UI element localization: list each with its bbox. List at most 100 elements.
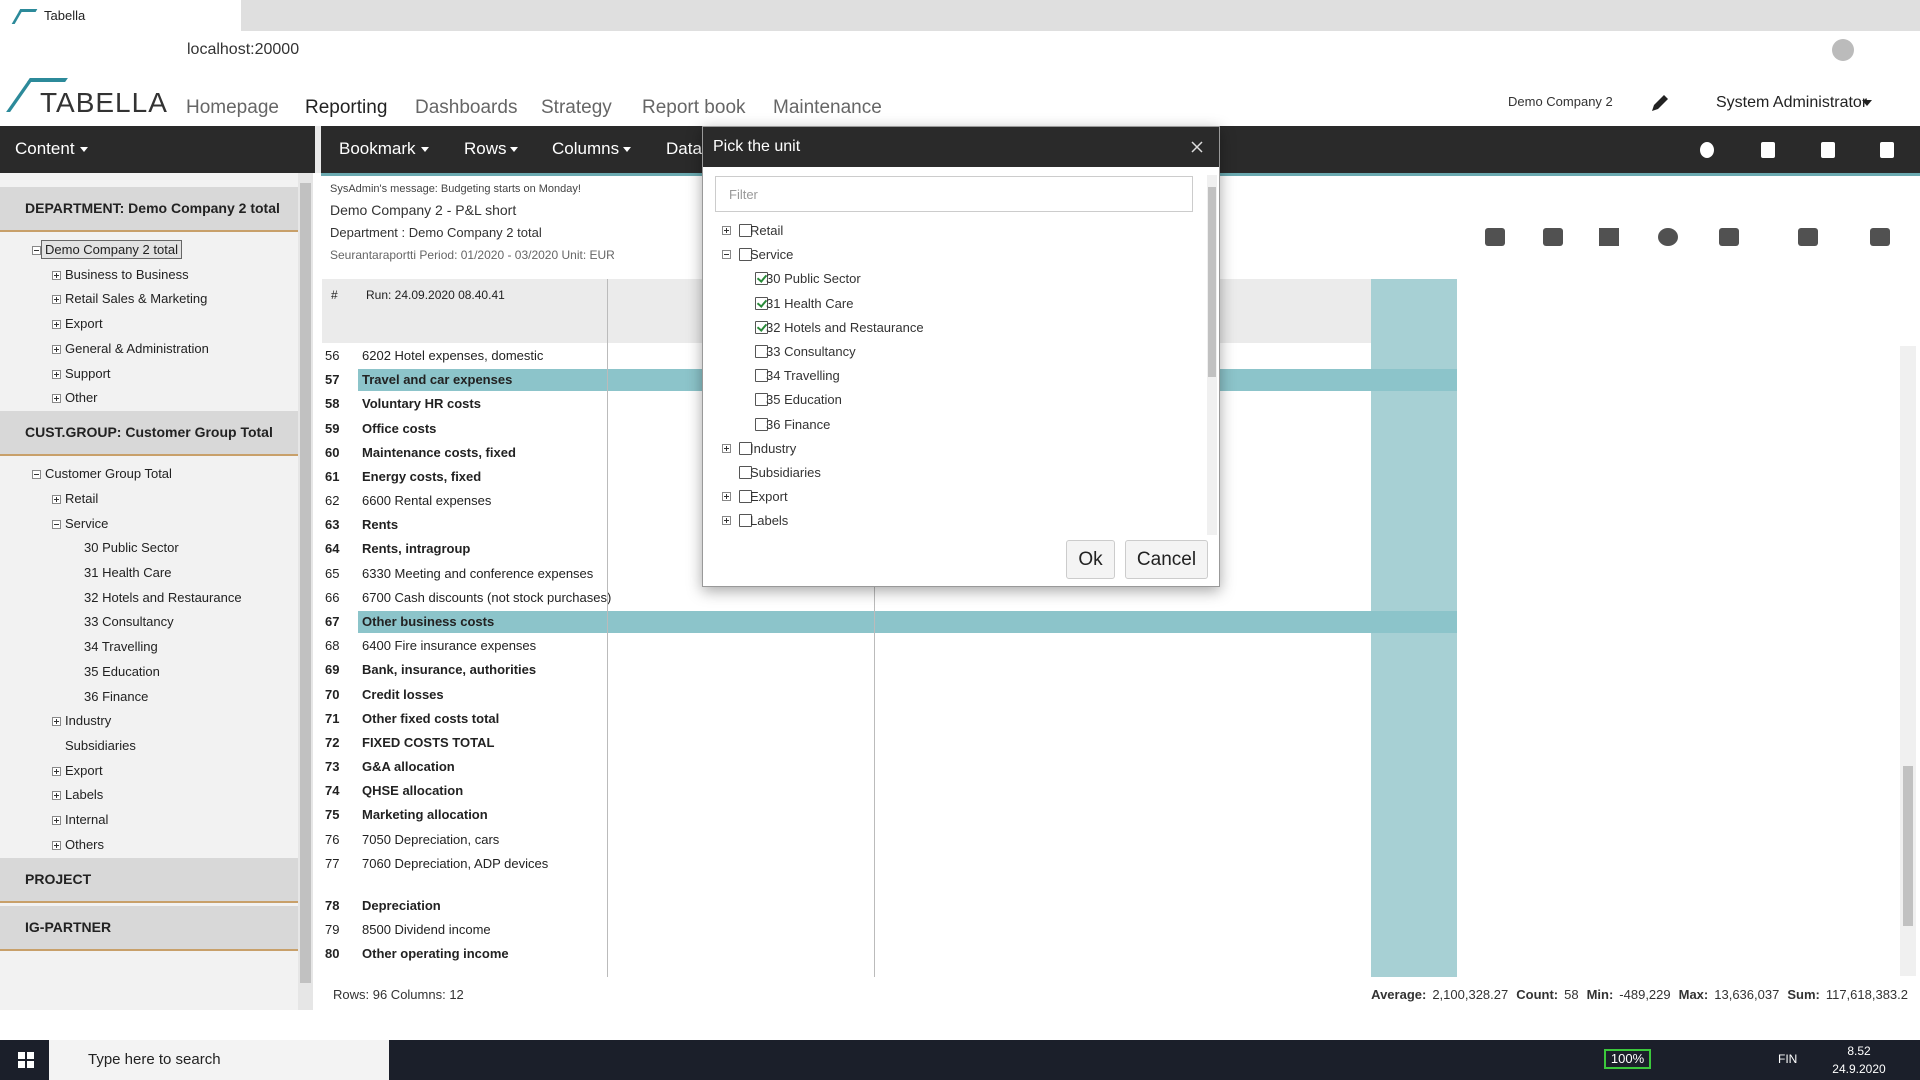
row-label[interactable]: Maintenance costs, fixed	[362, 444, 516, 460]
company[interactable]: Demo Company 2	[1508, 94, 1613, 109]
tree-item[interactable]: Service	[65, 515, 109, 531]
toolbar-icon[interactable]	[1700, 142, 1714, 158]
tree-item[interactable]: Industry	[750, 440, 797, 456]
checkbox[interactable]	[755, 272, 768, 286]
tree-toggle[interactable]	[52, 791, 61, 801]
clock-time[interactable]: 8.52	[1847, 1044, 1871, 1058]
row-label[interactable]: Voluntary HR costs	[362, 396, 481, 412]
section-header[interactable]: IG-PARTNER	[0, 905, 298, 951]
profile-icon[interactable]	[1832, 39, 1854, 61]
row-label[interactable]: Office costs	[362, 420, 437, 436]
tree-item[interactable]: Internal	[65, 812, 109, 827]
scroll-thumb[interactable]	[300, 183, 311, 983]
tree-item[interactable]: Labels	[750, 513, 789, 529]
tree-item[interactable]: Service	[750, 247, 794, 263]
row-label[interactable]: Depreciation	[362, 897, 441, 913]
nav-item[interactable]: Dashboards	[415, 97, 518, 118]
logo-text[interactable]: TABELLA	[40, 87, 168, 118]
tree-toggle[interactable]	[52, 295, 61, 305]
tree-toggle[interactable]	[52, 766, 61, 776]
checkbox[interactable]	[739, 248, 752, 262]
row-label[interactable]: 7060 Depreciation, ADP devices	[362, 855, 549, 871]
nav-item[interactable]: Reporting	[305, 97, 388, 118]
row-label[interactable]: 7050 Depreciation, cars	[362, 831, 500, 847]
tree-toggle[interactable]	[52, 816, 61, 825]
checkbox[interactable]	[755, 369, 768, 383]
nav-item[interactable]: Strategy	[541, 97, 612, 118]
toolbar-icon[interactable]	[1761, 142, 1775, 158]
row-label[interactable]: Energy costs, fixed	[362, 468, 482, 484]
tree-item[interactable]: Export	[750, 489, 788, 505]
edit-icon[interactable]	[1649, 92, 1671, 114]
row-label[interactable]: Rents	[362, 517, 399, 533]
tree-item[interactable]: 30 Public Sector	[84, 540, 179, 556]
row-label[interactable]: 6700 Cash discounts (not stock purchases…	[362, 589, 612, 605]
section-header[interactable]: PROJECT	[0, 857, 298, 903]
tree-item[interactable]: 31 Health Care	[84, 565, 172, 580]
tree-item[interactable]: 35 Education	[84, 663, 160, 679]
tree-toggle[interactable]	[52, 394, 61, 404]
tree-item[interactable]: 33 Consultancy	[84, 614, 174, 630]
view-icon[interactable]	[1870, 228, 1890, 246]
checkbox[interactable]	[755, 345, 768, 358]
tree-item[interactable]: Demo Company 2 total	[41, 240, 182, 259]
row-label[interactable]: Other business costs	[362, 613, 495, 629]
row-label[interactable]: Marketing allocation	[362, 807, 488, 823]
checkbox[interactable]	[739, 441, 752, 455]
tree-item[interactable]: Subsidiaries	[65, 737, 136, 753]
tree-item[interactable]: 35 Education	[766, 392, 842, 408]
tree-item[interactable]: 36 Finance	[84, 688, 149, 704]
checkbox[interactable]	[739, 490, 752, 504]
cancel-button[interactable]: Cancel	[1125, 540, 1208, 579]
tree-item[interactable]: Export	[65, 762, 103, 778]
browser-tab[interactable]: Tabella	[0, 0, 241, 31]
tree-toggle[interactable]	[722, 443, 731, 453]
toolbar-menu[interactable]: Columns	[552, 139, 620, 158]
toolbar-icon[interactable]	[1821, 142, 1835, 158]
row-label[interactable]: Travel and car expenses	[362, 372, 513, 388]
tree-toggle[interactable]	[32, 246, 41, 255]
tree-item[interactable]: 31 Health Care	[766, 295, 854, 311]
tree-toggle[interactable]	[52, 840, 61, 850]
tree-item[interactable]: Customer Group Total	[45, 466, 172, 482]
checkbox[interactable]	[739, 514, 752, 528]
tree-item[interactable]: 34 Travelling	[84, 639, 158, 655]
section-header[interactable]: CUST.GROUP: Customer Group Total	[0, 411, 298, 457]
search-box[interactable]: Type here to search	[49, 1040, 389, 1080]
tree-toggle[interactable]	[52, 270, 61, 280]
tree-item[interactable]: Export	[65, 316, 103, 332]
tree-item[interactable]: Industry	[65, 713, 112, 729]
row-label[interactable]: FIXED COSTS TOTAL	[362, 734, 495, 750]
tree-item[interactable]: Retail Sales & Marketing	[65, 291, 208, 307]
filter-input[interactable]: Filter	[715, 176, 1193, 212]
dialog-close[interactable]	[1191, 141, 1203, 153]
view-icon[interactable]	[1658, 228, 1678, 246]
tree-toggle[interactable]	[52, 369, 61, 379]
view-icon[interactable]	[1543, 228, 1563, 246]
row-label[interactable]: 6400 Fire insurance expenses	[362, 638, 537, 654]
row-label[interactable]: G&A allocation	[362, 759, 455, 775]
checkbox[interactable]	[755, 296, 768, 310]
tree-item[interactable]: 32 Hotels and Restaurance	[766, 319, 924, 335]
tree-item[interactable]: 34 Travelling	[766, 368, 840, 384]
toolbar-menu[interactable]: Rows	[464, 139, 507, 158]
row-label[interactable]: 6600 Rental expenses	[362, 493, 492, 509]
tree-item[interactable]: Support	[65, 365, 111, 381]
tree-item[interactable]: 30 Public Sector	[766, 271, 861, 287]
checkbox[interactable]	[755, 393, 768, 407]
tree-item[interactable]: Labels	[65, 787, 104, 803]
tree-toggle[interactable]	[722, 516, 731, 526]
content-menu[interactable]: Content	[15, 139, 75, 158]
nav-item[interactable]: Report book	[642, 97, 746, 118]
tree-item[interactable]: Business to Business	[65, 266, 189, 282]
row-label[interactable]: Rents, intragroup	[362, 541, 471, 557]
scroll-thumb[interactable]	[1208, 187, 1216, 377]
tree-toggle[interactable]	[52, 717, 61, 727]
tree-item[interactable]: 33 Consultancy	[766, 344, 856, 359]
ok-button[interactable]: Ok	[1066, 540, 1115, 579]
toolbar-menu[interactable]: Bookmark	[339, 139, 416, 158]
tree-toggle[interactable]	[722, 250, 731, 260]
tree-item[interactable]: Other	[65, 390, 98, 406]
checkbox[interactable]	[739, 224, 752, 237]
view-icon[interactable]	[1719, 228, 1739, 246]
